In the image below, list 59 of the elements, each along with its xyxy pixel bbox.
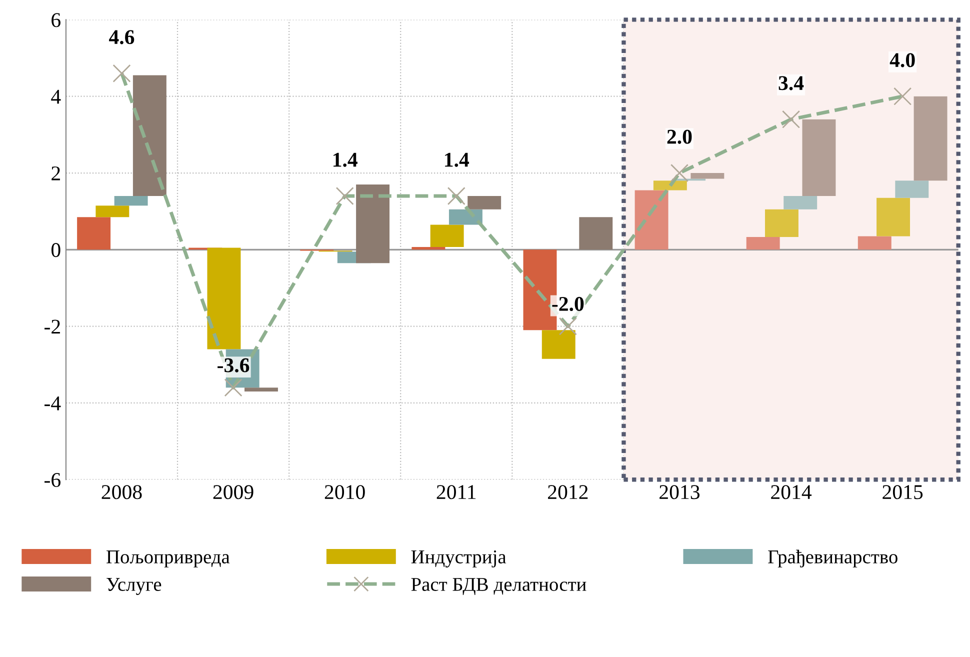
- bar: [114, 196, 148, 206]
- y-tick-label: 6: [52, 13, 60, 28]
- x-tick-label: 2008: [102, 485, 142, 500]
- bar: [430, 224, 464, 247]
- bar: [784, 196, 818, 210]
- bar: [764, 209, 798, 238]
- bar: [653, 180, 687, 190]
- point: [447, 186, 466, 206]
- y-tick-label: 4: [51, 90, 61, 104]
- legend-label: Услуге: [106, 578, 162, 595]
- bar: [244, 388, 278, 392]
- x-tick-label: 2013: [660, 485, 700, 500]
- point: [224, 378, 242, 397]
- x-tick-label: 2015: [882, 485, 923, 500]
- legend-label: Раст БДВ делатности: [411, 578, 586, 595]
- bar: [207, 248, 241, 350]
- legend-label: Пољопривреда: [106, 550, 230, 568]
- data-label: 2.0: [667, 130, 692, 144]
- legend-label: Индустрија: [411, 550, 506, 568]
- bar: [914, 96, 948, 181]
- data-label: 4.6: [109, 30, 134, 44]
- bar: [77, 217, 111, 250]
- bar: [468, 196, 502, 210]
- point: [558, 317, 577, 336]
- y-tick-label: 2: [52, 166, 60, 180]
- y-tick-label: 0: [51, 243, 60, 258]
- x-tick-label: 2010: [324, 485, 365, 500]
- x-tick-label: 2012: [548, 485, 588, 500]
- bar: [542, 330, 576, 359]
- x-tick-label: 2009: [213, 485, 254, 500]
- bar: [356, 184, 390, 264]
- data-label: 1.4: [445, 152, 470, 167]
- bar: [746, 237, 780, 250]
- bar: [132, 75, 166, 196]
- data-label: 3.4: [778, 76, 804, 90]
- data-label: -3.6: [218, 358, 250, 372]
- point: [112, 64, 131, 82]
- y-tick-label: -2: [44, 320, 60, 334]
- x-tick-label: 2014: [771, 485, 812, 500]
- data-label: 4.0: [890, 53, 915, 68]
- point: [782, 110, 800, 128]
- bar: [876, 198, 910, 236]
- bar: [802, 119, 836, 196]
- bar: [858, 236, 892, 250]
- point: [336, 186, 354, 206]
- bar: [690, 173, 724, 179]
- bar: [96, 206, 130, 218]
- point: [894, 87, 912, 106]
- legend-label: Грађевинарство: [768, 550, 898, 568]
- data-label: -2.0: [552, 296, 584, 312]
- y-tick-label: -6: [44, 473, 60, 488]
- y-tick-label: -4: [44, 396, 61, 410]
- data-label: 1.4: [333, 152, 358, 167]
- bar: [412, 246, 446, 250]
- bar: [895, 180, 929, 198]
- bar: [579, 217, 613, 250]
- point: [670, 164, 689, 182]
- bar: [634, 190, 668, 250]
- x-tick-label: 2011: [436, 485, 476, 500]
